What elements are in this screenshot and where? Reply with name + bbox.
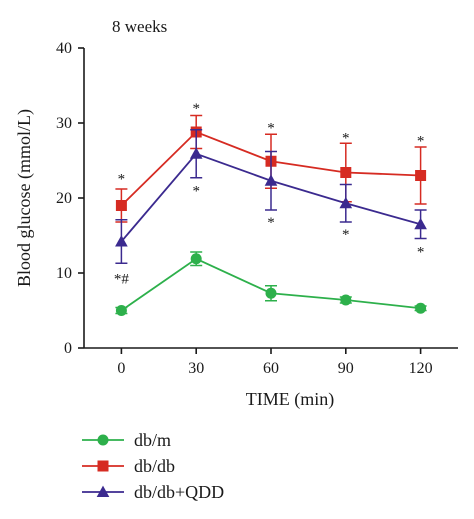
y-axis-title: Blood glucose (mmol/L): [14, 109, 35, 287]
x-tick-label: 60: [263, 360, 279, 377]
legend-marker: [97, 460, 109, 472]
data-point: [339, 196, 353, 209]
data-point: [264, 174, 278, 186]
y-tick-label: 10: [56, 265, 72, 282]
legend-entry: db/db: [82, 456, 175, 476]
series-line: [120, 257, 421, 312]
significance-marker: *: [192, 184, 200, 200]
significance-marker: *: [417, 133, 425, 149]
significance-marker: *: [417, 244, 425, 260]
x-axis-title: TIME (min): [246, 389, 334, 410]
data-point: [340, 167, 352, 178]
legend-label: db/m: [134, 430, 171, 450]
data-point: [340, 294, 352, 306]
series-layer: [115, 114, 427, 316]
data-point: [190, 253, 202, 265]
y-tick-label: 20: [56, 190, 72, 207]
series-db-m: [115, 251, 427, 316]
x-tick-label: 30: [188, 360, 204, 377]
y-tick-label: 40: [56, 40, 72, 57]
x-tick-label: 90: [338, 360, 354, 377]
legend-marker: [97, 434, 109, 446]
data-point: [115, 235, 128, 247]
significance-marker: *#: [114, 271, 130, 287]
data-point: [415, 170, 427, 181]
significance-marker: *: [118, 172, 126, 188]
data-point: [115, 305, 127, 316]
data-point: [414, 217, 427, 230]
significance-marker: *: [342, 227, 350, 243]
data-point: [265, 287, 277, 299]
significance-marker: *: [267, 215, 275, 231]
data-point: [189, 147, 203, 159]
series-db-db-qdd: [115, 129, 427, 264]
significance-marker: *: [342, 130, 350, 146]
chart-title: 8 weeks: [112, 17, 167, 36]
x-tick-label: 120: [409, 360, 433, 377]
legend-label: db/db: [134, 456, 175, 476]
significance-marker: *: [267, 121, 275, 137]
legend-label: db/db+QDD: [134, 482, 224, 502]
significance-marker: *: [192, 101, 200, 117]
legend: db/m db/db db/db+QDD: [82, 430, 224, 502]
y-tick-label: 0: [64, 340, 72, 357]
data-point: [415, 302, 427, 314]
y-tick-label: 30: [56, 115, 72, 132]
annotation-layer: * * * * * *# * * * *: [114, 101, 424, 287]
legend-entry: db/db+QDD: [82, 482, 224, 502]
legend-marker: [96, 485, 110, 498]
x-tick-label: 0: [117, 360, 125, 377]
axes: 0 10 20 30 40 0 30 60 90 120: [56, 40, 458, 377]
legend-entry: db/m: [82, 430, 171, 450]
data-point: [115, 200, 127, 211]
